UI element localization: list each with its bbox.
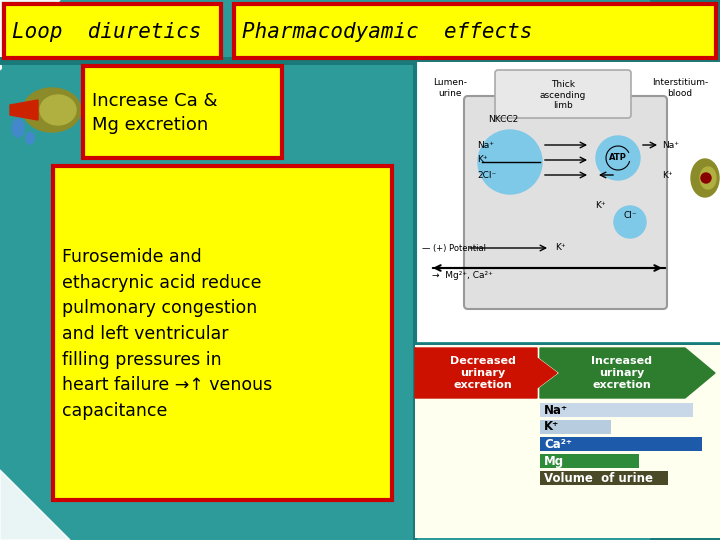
Polygon shape [415,348,435,388]
Ellipse shape [691,159,719,197]
Text: K⁺: K⁺ [477,156,487,165]
FancyBboxPatch shape [0,57,720,65]
Text: Na⁺: Na⁺ [544,403,568,416]
Polygon shape [650,470,720,540]
FancyBboxPatch shape [464,96,667,309]
Polygon shape [540,348,715,398]
Circle shape [701,173,711,183]
Circle shape [596,136,640,180]
Text: Furosemide and
ethacrynic acid reduce
pulmonary congestion
and left ventricular
: Furosemide and ethacrynic acid reduce pu… [62,248,272,420]
FancyBboxPatch shape [540,420,611,434]
Circle shape [614,206,646,238]
Text: Na⁺: Na⁺ [662,140,679,150]
Text: Lumen-
urine: Lumen- urine [433,78,467,98]
FancyBboxPatch shape [53,166,392,500]
Ellipse shape [23,88,81,132]
FancyBboxPatch shape [540,454,639,468]
Text: Pharmacodyamic  effects: Pharmacodyamic effects [242,22,532,42]
Text: Na⁺: Na⁺ [477,140,494,150]
Text: K⁺: K⁺ [662,171,672,179]
Text: Volume  of urine: Volume of urine [544,471,653,484]
Ellipse shape [26,132,34,144]
Text: ATP: ATP [609,153,627,163]
Text: Decreased
urinary
excretion: Decreased urinary excretion [450,356,516,389]
FancyBboxPatch shape [540,403,693,417]
Text: Increased
urinary
excretion: Increased urinary excretion [592,356,652,389]
Text: Ca²⁺: Ca²⁺ [544,437,572,450]
Polygon shape [650,0,720,70]
Text: Increase Ca &
Mg excretion: Increase Ca & Mg excretion [92,91,217,134]
Text: — (+) Potential: — (+) Potential [422,244,486,253]
FancyBboxPatch shape [540,437,701,451]
Text: K⁺: K⁺ [544,421,559,434]
FancyBboxPatch shape [83,66,282,158]
Text: NKCC2: NKCC2 [488,116,518,125]
Polygon shape [0,470,70,540]
Ellipse shape [40,95,76,125]
Text: Cl⁻: Cl⁻ [624,211,636,219]
Polygon shape [0,0,60,70]
Text: Interstitium-
blood: Interstitium- blood [652,78,708,98]
FancyBboxPatch shape [540,471,667,485]
FancyBboxPatch shape [234,4,716,58]
Ellipse shape [700,167,716,189]
Text: Thick
ascending
limb: Thick ascending limb [540,80,586,110]
Text: K⁺: K⁺ [555,244,566,253]
FancyBboxPatch shape [415,62,720,342]
Text: Loop  diuretics: Loop diuretics [12,22,202,42]
Text: 2Cl⁻: 2Cl⁻ [477,171,496,179]
Polygon shape [10,100,38,120]
Polygon shape [415,348,557,398]
FancyBboxPatch shape [415,345,720,538]
Text: Mg: Mg [544,455,564,468]
Ellipse shape [12,119,24,137]
FancyBboxPatch shape [2,65,84,165]
FancyBboxPatch shape [4,4,221,58]
FancyBboxPatch shape [495,70,631,118]
Circle shape [478,130,542,194]
Text: K⁺: K⁺ [595,200,606,210]
Text: →  Mg²⁺, Ca²⁺: → Mg²⁺, Ca²⁺ [432,271,493,280]
